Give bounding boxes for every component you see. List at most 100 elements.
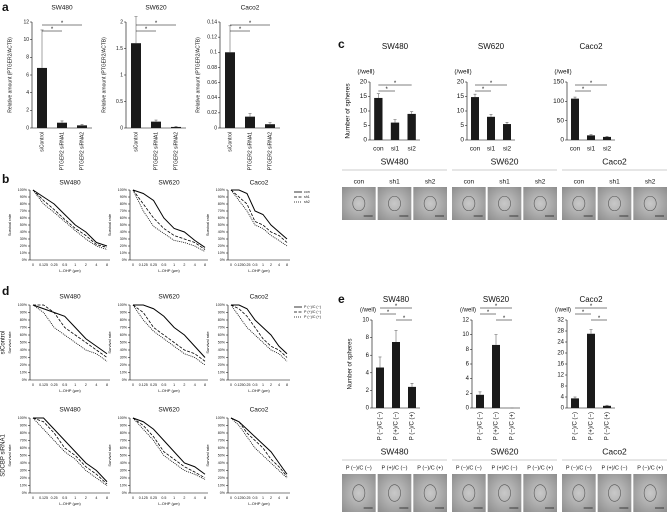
y-tick-label: 50% xyxy=(20,453,28,457)
sphere xyxy=(462,195,476,212)
y-axis-label: Survival rate xyxy=(107,444,112,467)
y-tick-label: 10% xyxy=(218,483,226,487)
x-tick-label: 4 xyxy=(278,496,280,500)
chart-title: SW620 xyxy=(158,407,180,414)
y-tick-label: 4 xyxy=(26,90,29,96)
y-tick-label: 90% xyxy=(120,423,128,427)
legend-label: sh1 xyxy=(304,195,310,199)
series-line xyxy=(32,304,108,362)
y-tick-label: 24 xyxy=(557,340,564,346)
y-tick-label: 90% xyxy=(218,423,226,427)
chart-title: SW620 xyxy=(158,180,180,187)
y-tick-label: 10% xyxy=(218,370,226,374)
y-tick-label: 60% xyxy=(218,446,226,450)
bar xyxy=(603,136,611,140)
sphere xyxy=(572,195,586,212)
bar xyxy=(407,113,416,140)
y-tick-label: 20 xyxy=(360,79,368,86)
x-tick-label: 4 xyxy=(95,263,97,267)
y-tick-label: 0% xyxy=(122,491,128,495)
x-tick-label: 0.25 xyxy=(51,263,58,267)
chart-title: SW480 xyxy=(383,295,410,304)
sphere xyxy=(643,195,657,212)
bar xyxy=(37,67,47,128)
x-tick-label: siControl xyxy=(227,132,233,152)
y-tick-label: 15 xyxy=(457,93,465,100)
row-label: SDCBP siRNA1 xyxy=(1,434,7,477)
y-tick-label: 0.02 xyxy=(207,110,217,116)
x-tick-label: P (−)/C (−) xyxy=(573,412,579,440)
series-line xyxy=(230,417,288,479)
y-tick-label: 12 xyxy=(462,318,469,324)
sphere xyxy=(533,484,547,502)
x-tick-label: si1 xyxy=(487,146,496,153)
y-tick-label: 0% xyxy=(220,378,226,382)
image-group-title: SW480 xyxy=(381,446,409,456)
y-tick-label: 0% xyxy=(122,378,128,382)
series-line xyxy=(132,417,206,475)
image-group-title: SW620 xyxy=(491,446,519,456)
y-tick-label: 90% xyxy=(20,195,28,199)
y-axis-label: Survival rate xyxy=(205,213,210,236)
chart: Caco2 0 50 100 150 (/well) con si1 si2 * * xyxy=(553,42,615,153)
y-tick-label: 100% xyxy=(18,416,28,420)
x-tick-label: si2 xyxy=(603,146,612,153)
chart-title: SW620 xyxy=(478,42,505,51)
y-tick-label: 0.04 xyxy=(207,95,217,101)
y-tick-label: 0 xyxy=(363,137,367,144)
y-tick-label: 6 xyxy=(26,72,29,78)
sphere xyxy=(352,484,366,502)
x-axis-label: L-OHP (µm) xyxy=(158,268,180,273)
significance-label: * xyxy=(155,21,158,27)
x-tick-label: 2 xyxy=(270,263,272,267)
y-tick-label: 1.5 xyxy=(116,46,123,52)
series-line xyxy=(33,417,108,483)
sphere xyxy=(498,195,511,212)
y-tick-label: 0.12 xyxy=(207,34,217,40)
x-tick-label: 1 xyxy=(74,496,76,500)
error-bar xyxy=(410,383,414,387)
x-tick-label: 0 xyxy=(132,496,134,500)
y-tick-label: 4 xyxy=(561,395,565,401)
x-tick-label: 2 xyxy=(183,383,185,387)
x-tick-label: 0.5 xyxy=(161,263,166,267)
y-tick-label: 10% xyxy=(20,251,28,255)
x-tick-label: 0.5 xyxy=(62,496,67,500)
image-label: sh1 xyxy=(389,179,400,186)
image-label: P (−)/C (+) xyxy=(417,465,443,471)
x-tick-label: 0 xyxy=(230,496,232,500)
x-tick-label: P (+)/C (−) xyxy=(589,412,595,440)
chart: Caco2 0% 10% 20% 30% 40% 50% 60% 70% 80% 90% 100% Su… xyxy=(205,294,321,393)
micrograph xyxy=(377,187,412,220)
y-tick-label: 30% xyxy=(218,237,226,241)
chart: SW620 0 2 4 6 8 10 12 (/well) P (−)/C (−) P (+)/C … xyxy=(460,295,520,440)
x-tick-label: 4 xyxy=(95,496,97,500)
unit-label: (/well) xyxy=(554,69,571,76)
significance-label: * xyxy=(395,304,398,310)
micrograph xyxy=(413,187,447,220)
error-bar xyxy=(505,122,509,125)
y-tick-label: 15 xyxy=(360,93,368,100)
panel-letter: e xyxy=(338,292,345,306)
error-bar xyxy=(394,330,398,342)
x-tick-label: 1 xyxy=(262,496,264,500)
bar xyxy=(151,121,161,128)
significance-label: * xyxy=(582,310,585,316)
y-tick-label: 2 xyxy=(26,108,29,114)
image-group-title: SW620 xyxy=(491,156,519,166)
y-tick-label: 100% xyxy=(118,188,128,192)
y-tick-label: 8 xyxy=(561,384,565,390)
series-line xyxy=(133,304,206,358)
significance-label: * xyxy=(490,81,493,87)
x-tick-label: 0 xyxy=(230,263,232,267)
bar xyxy=(390,122,400,140)
x-tick-label: P (+)/C (−) xyxy=(394,412,400,440)
y-tick-label: 30% xyxy=(120,355,128,359)
x-axis-label: L-OHP (µm) xyxy=(59,501,81,506)
x-tick-label: PTGER2 siRNA2 xyxy=(79,132,85,171)
y-tick-label: 30% xyxy=(120,468,128,472)
y-tick-label: 100% xyxy=(18,188,28,192)
y-tick-label: 0 xyxy=(214,125,217,131)
bar xyxy=(571,398,579,408)
image-label: P (−)/C (+) xyxy=(527,465,553,471)
